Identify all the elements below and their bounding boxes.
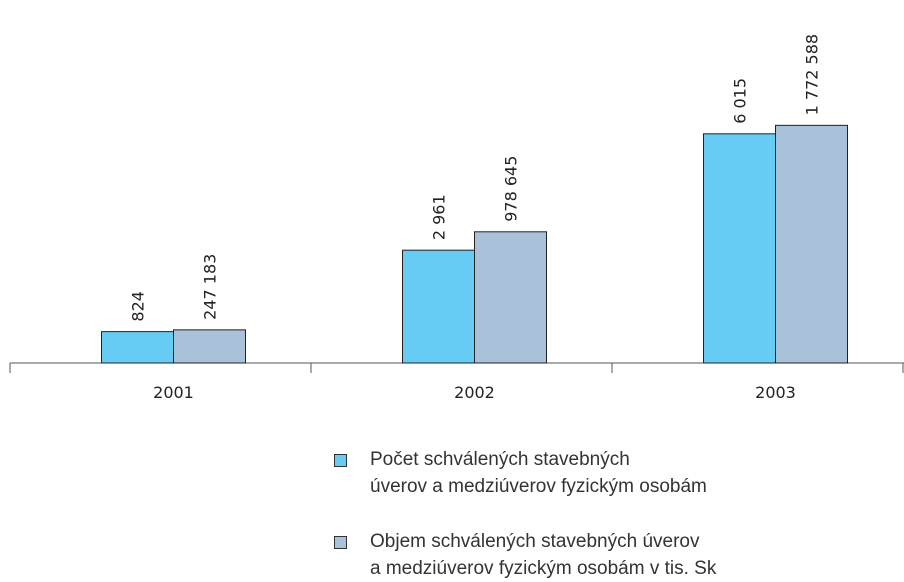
legend-swatch [334,454,347,467]
bar [775,124,848,364]
bar [474,231,547,364]
x-tick-label: 2002 [454,383,495,402]
data-label: 2 961 [430,194,449,240]
bar [402,249,475,364]
bar [703,133,776,364]
data-label: 978 645 [502,156,521,222]
data-label: 247 183 [201,254,220,320]
legend-swatch [334,536,347,549]
bar [101,331,174,364]
legend-label: Počet schválených stavebných úverov a me… [370,449,707,497]
legend-label: Objem schválených stavebných úverov a me… [370,531,717,579]
data-label: 1 772 588 [803,34,822,115]
x-tick-label: 2001 [153,383,194,402]
x-tick-label: 2003 [755,383,796,402]
bar [173,329,246,364]
data-label: 824 [129,291,148,322]
data-label: 6 015 [731,78,750,124]
